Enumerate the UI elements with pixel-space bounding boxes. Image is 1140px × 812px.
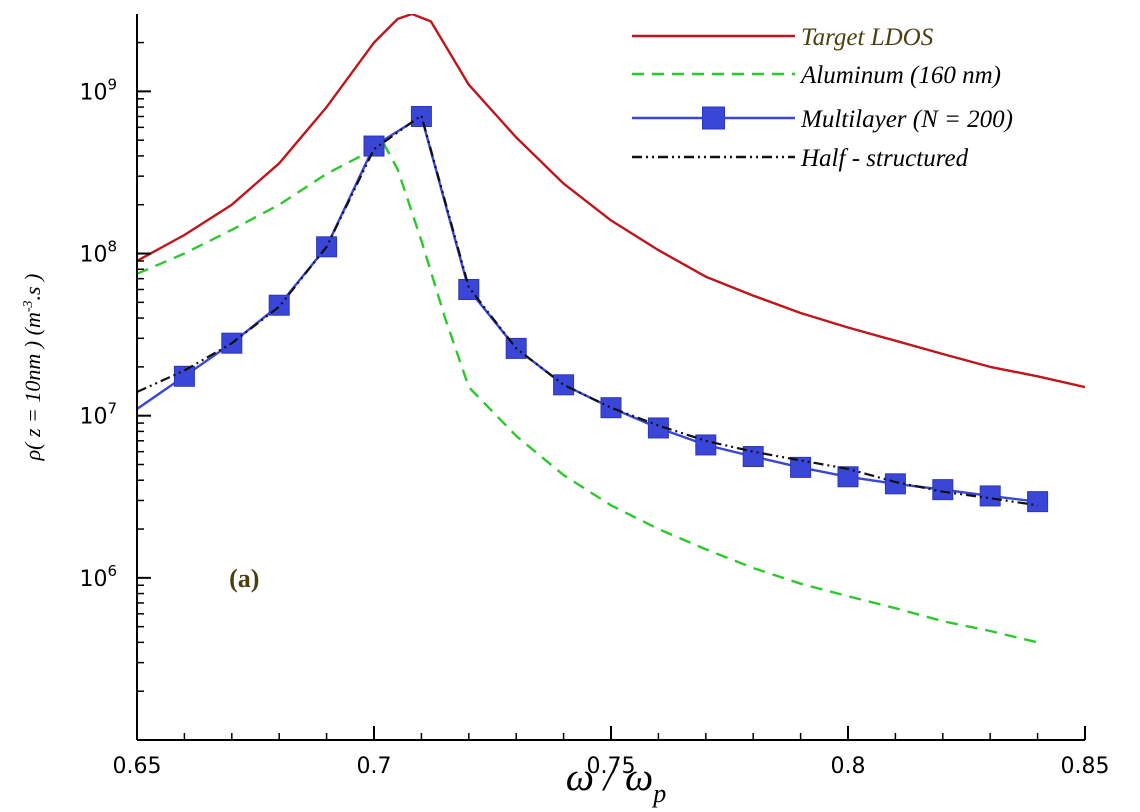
x-axis-label: ω / ωp bbox=[566, 754, 667, 808]
legend-label-half-structured: Half - structured bbox=[800, 145, 969, 172]
legend-label-aluminum-160-nm: Aluminum (160 nm) bbox=[799, 62, 1001, 89]
x-tick-label: 0.65 bbox=[113, 754, 162, 779]
series-marker-multilayer-n-200 bbox=[979, 485, 1001, 507]
plot-area bbox=[137, 14, 1085, 644]
axis-labels: (a) ω / ωp ρ( z = 10nm ) (m-3.s ) bbox=[20, 274, 666, 808]
series-marker-multilayer-n-200 bbox=[884, 473, 906, 495]
axes-layer: 0.65 0.7 0.75 0.8 0.85 106 107 108 109 bbox=[79, 14, 1109, 779]
series-line-aluminum-160-nm bbox=[137, 141, 1038, 644]
series-marker-multilayer-n-200 bbox=[173, 365, 195, 387]
y-tick-label: 107 bbox=[79, 400, 117, 430]
series-layer bbox=[137, 14, 1085, 644]
series-marker-multilayer-n-200 bbox=[553, 374, 575, 396]
x-tick-label: 0.7 bbox=[357, 754, 392, 779]
x-tick-label: 0.75 bbox=[587, 754, 636, 779]
panel-annotation: (a) bbox=[229, 564, 259, 593]
x-tick-label: 0.8 bbox=[831, 754, 866, 779]
series-marker-multilayer-n-200 bbox=[837, 466, 859, 488]
legend-marker-multilayer-n-200 bbox=[702, 106, 725, 130]
y-tick-label: 108 bbox=[79, 238, 117, 268]
legend-label-target-ldos: Target LDOS bbox=[801, 24, 934, 51]
series-line-target-ldos bbox=[137, 14, 1085, 389]
series-marker-multilayer-n-200 bbox=[932, 479, 954, 501]
series-marker-multilayer-n-200 bbox=[600, 397, 622, 419]
legend: Target LDOS Aluminum (160 nm) Multilayer (… bbox=[632, 24, 1013, 172]
y-tick-label: 109 bbox=[79, 75, 117, 105]
y-axis-label: ρ( z = 10nm ) (m-3.s ) bbox=[20, 274, 45, 462]
series-marker-multilayer-n-200 bbox=[790, 456, 812, 478]
series-marker-multilayer-n-200 bbox=[363, 135, 385, 157]
x-tick-label: 0.85 bbox=[1061, 754, 1110, 779]
series-marker-multilayer-n-200 bbox=[695, 434, 717, 456]
y-tick-label: 106 bbox=[79, 562, 117, 592]
legend-label-multilayer-n-200: Multilayer (N = 200) bbox=[800, 106, 1013, 133]
series-marker-multilayer-n-200 bbox=[1027, 491, 1049, 513]
series-marker-multilayer-n-200 bbox=[458, 279, 480, 301]
